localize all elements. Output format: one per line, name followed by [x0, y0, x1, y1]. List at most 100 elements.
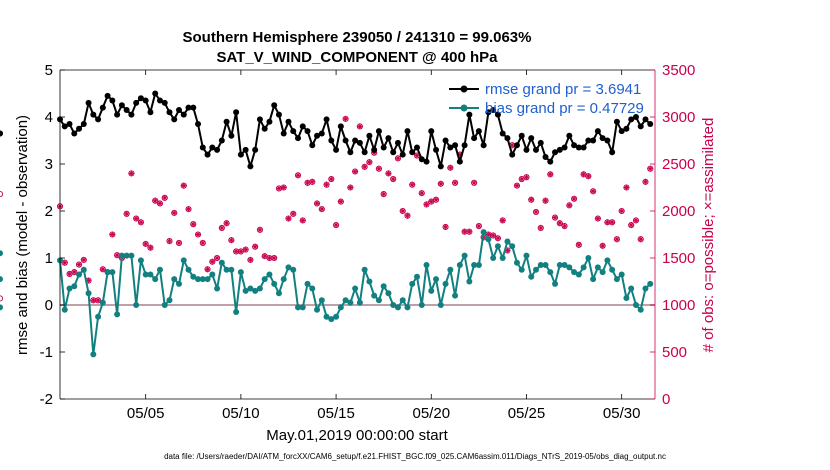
obs-assimilated-marker — [299, 217, 306, 224]
bias-point — [613, 276, 620, 283]
bias-point — [371, 292, 378, 299]
bias-point — [609, 266, 616, 273]
bias-point — [109, 269, 116, 276]
bias-point — [180, 257, 187, 264]
bias-point — [418, 302, 425, 308]
legend-bias-label: bias grand pr = 0.47729 — [485, 100, 644, 117]
rmse-point — [599, 135, 606, 142]
bias-point — [475, 262, 482, 269]
bias-point — [237, 269, 244, 276]
bias-point — [275, 290, 282, 297]
obs-assimilated-marker — [561, 223, 568, 230]
bias-point — [128, 252, 135, 259]
bias-point — [628, 285, 635, 292]
rmse-point — [594, 128, 601, 135]
rmse-point — [118, 102, 125, 109]
obs-assimilated-marker — [452, 179, 459, 186]
bias-point — [623, 294, 630, 301]
obs-assimilated-marker — [304, 179, 311, 186]
obs-assimilated-marker — [171, 209, 178, 216]
bias-point — [518, 266, 525, 273]
x-axis-label: May.01,2019 00:00:00 start — [266, 427, 448, 444]
rmse-point — [161, 99, 168, 106]
y-tick-label-right: 3500 — [662, 62, 695, 79]
obs-assimilated-marker — [475, 223, 482, 230]
y-tick-label-right: 3000 — [662, 109, 695, 126]
bias-point — [452, 292, 459, 299]
bias-point — [399, 297, 406, 304]
rmse-point — [561, 144, 568, 151]
obs-assimilated-marker — [637, 236, 644, 243]
obs-assimilated-marker — [247, 256, 254, 263]
obs-assimilated-marker — [285, 215, 292, 222]
bias-point — [199, 276, 206, 283]
rmse-point — [242, 146, 249, 153]
obs-assimilated-marker — [228, 237, 235, 244]
x-tick-label: 05/25 — [508, 405, 546, 422]
obs-assimilated-marker — [499, 217, 506, 224]
plot-area — [60, 70, 655, 399]
rmse-point — [228, 132, 235, 139]
rmse-point — [523, 146, 530, 153]
y-tick-label-left: 1 — [45, 250, 53, 267]
obs-assimilated-marker — [342, 115, 349, 122]
obs-assimilated-marker — [433, 196, 440, 203]
y-tick-label-left: 3 — [45, 156, 53, 173]
bias-point — [137, 257, 144, 264]
rmse-point — [475, 128, 482, 135]
rmse-point — [394, 139, 401, 146]
rmse-point — [218, 137, 225, 144]
obs-assimilated-marker — [133, 215, 140, 222]
obs-assimilated-marker — [275, 185, 282, 192]
obs-assimilated-marker — [394, 155, 401, 162]
obs-assimilated-marker — [318, 206, 325, 213]
rmse-point — [176, 106, 182, 113]
rmse-point — [295, 135, 301, 142]
rmse-point — [171, 116, 178, 123]
bias-point — [0, 250, 3, 257]
rmse-point — [499, 130, 506, 137]
rmse-point — [323, 116, 330, 123]
y-tick-label-left: 4 — [45, 109, 53, 126]
rmse-point — [471, 135, 478, 142]
obs-assimilated-marker — [556, 220, 563, 227]
rmse-series — [0, 90, 654, 170]
y-axis-label-left: rmse and bias (model - observation) — [14, 115, 31, 355]
axes: 05/05 05/10 05/15 05/20 05/25 05/30 -2 -1 0 1 2 3 4 5… — [40, 62, 696, 422]
bias-point — [247, 285, 254, 292]
rmse-point — [414, 144, 420, 151]
obs-assimilated-marker — [142, 240, 149, 247]
bias-point — [156, 266, 163, 273]
rmse-point — [237, 151, 244, 158]
obs-assimilated-marker — [404, 212, 411, 219]
obs-assimilated-marker — [361, 163, 368, 170]
y-tick-label-right: 1500 — [662, 250, 695, 267]
obs-assimilated-marker — [204, 266, 211, 273]
bias-point — [409, 280, 416, 287]
y-tick-label-left: 5 — [45, 62, 53, 79]
bias-point — [513, 259, 520, 266]
bias-point — [99, 299, 106, 306]
obs-assimilated-marker — [490, 232, 497, 239]
obs-assimilated-marker — [99, 266, 106, 273]
rmse-point — [209, 144, 216, 151]
rmse-point — [504, 135, 511, 142]
obs-assimilated-marker — [599, 242, 606, 249]
bias-point — [114, 311, 121, 318]
obs-assimilated-marker — [176, 239, 182, 246]
bias-point — [104, 269, 111, 276]
rmse-point — [552, 149, 559, 156]
bias-series — [0, 229, 654, 358]
rmse-point — [290, 128, 297, 135]
obs-assimilated-marker — [518, 176, 525, 183]
rmse-point — [632, 114, 639, 120]
chart-subtitle: SAT_V_WIND_COMPONENT @ 400 hPa — [216, 49, 498, 66]
bias-point — [118, 252, 125, 259]
rmse-point — [542, 153, 549, 160]
bias-point — [80, 266, 87, 273]
rmse-point — [399, 151, 406, 158]
y-tick-label-right: 2500 — [662, 156, 695, 173]
bias-point — [437, 302, 444, 308]
rmse-point — [204, 151, 211, 158]
rmse-point — [642, 116, 649, 123]
